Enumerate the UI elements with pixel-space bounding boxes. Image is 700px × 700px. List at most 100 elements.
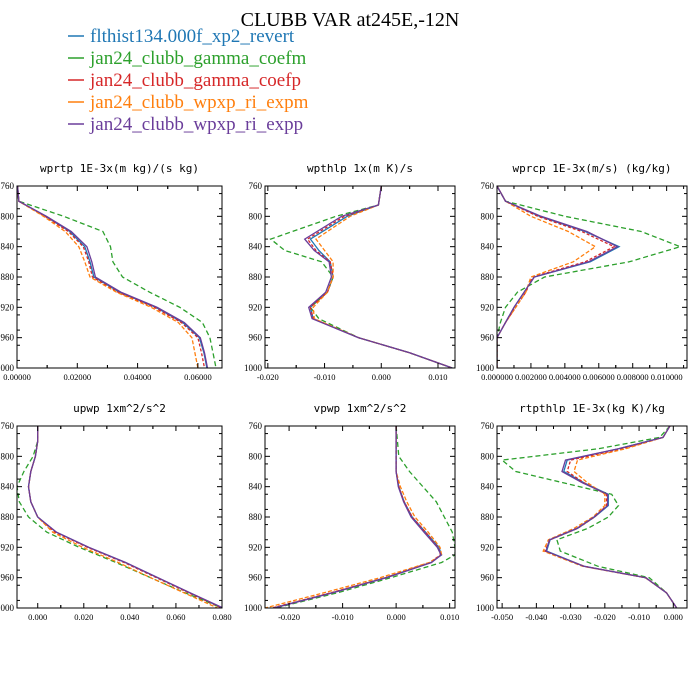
- x-tick-label: 0.000: [372, 372, 391, 382]
- plot-frame: [16, 185, 223, 369]
- y-tick-label: 800: [249, 211, 263, 221]
- x-tick-label: 0.06000: [184, 372, 212, 382]
- series-line-4: [265, 426, 443, 608]
- y-tick-label: 800: [481, 451, 495, 461]
- x-tick-label: 0.004000: [549, 372, 581, 382]
- series-line-1: [272, 426, 443, 608]
- x-tick-label: -0.020: [278, 612, 300, 622]
- x-tick-label: 0.000: [387, 612, 406, 622]
- series-line-3: [544, 426, 678, 608]
- series-line-5: [303, 186, 453, 368]
- series-line-1: [27, 426, 222, 608]
- plot-frame: [496, 185, 688, 369]
- x-tick-label: -0.010: [628, 612, 650, 622]
- panel-title: rtpthlp 1E-3x(kg K)/kg: [519, 402, 665, 415]
- legend: flthist134.000f_xp2_revertjan24_clubb_ga…: [68, 26, 309, 135]
- y-tick-label: 960: [1, 573, 15, 583]
- y-tick-label: 840: [249, 482, 263, 492]
- x-tick-label: 0.020: [74, 612, 93, 622]
- y-tick-label: 1000: [476, 363, 495, 373]
- y-tick-label: 960: [481, 573, 495, 583]
- x-tick-label: 0.04000: [124, 372, 152, 382]
- series-line-2: [275, 426, 455, 608]
- y-tick-label: 960: [1, 333, 15, 343]
- series-line-4: [312, 186, 453, 368]
- panel-title: wpthlp 1x(m K)/s: [307, 162, 413, 175]
- series-line-2: [17, 426, 222, 608]
- panel-6: rtpthlp 1E-3x(kg K)/kg 760 800 840 880 920 960…: [476, 402, 688, 622]
- series-line-3: [17, 186, 206, 368]
- y-tick-label: 760: [249, 181, 263, 191]
- x-tick-label: 0.008000: [617, 372, 649, 382]
- panel-4: upwp 1xm^2/s^2 760 800 840 880 920 960 1000 0.00…: [0, 402, 232, 622]
- plot-frame: [264, 185, 456, 369]
- y-tick-label: 920: [249, 542, 263, 552]
- panels: wprtp 1E-3x(m kg)/(s kg) 760 800 840 880 920 9…: [0, 162, 688, 622]
- x-tick-label: 0.060: [166, 612, 185, 622]
- y-tick-label: 880: [481, 272, 495, 282]
- panel-title: wprcp 1E-3x(m/s) (kg/kg): [513, 162, 672, 175]
- panel-3: wprcp 1E-3x(m/s) (kg/kg) 760 800 840 880 920 9…: [476, 162, 688, 382]
- panel-5: vpwp 1xm^2/s^2 760 800 840 880 920 960 1000 -0.0…: [244, 402, 459, 622]
- y-tick-label: 920: [1, 302, 15, 312]
- y-tick-label: 880: [1, 512, 15, 522]
- series-line-4: [17, 186, 199, 368]
- y-tick-label: 1000: [0, 363, 15, 373]
- series-line-4: [542, 426, 678, 608]
- x-tick-label: 0.000: [28, 612, 47, 622]
- y-tick-label: 1000: [0, 603, 15, 613]
- x-tick-label: 0.080: [212, 612, 231, 622]
- series-line-5: [545, 426, 678, 608]
- legend-label-1: flthist134.000f_xp2_revert: [90, 26, 295, 47]
- series-line-2: [497, 186, 683, 368]
- series-line-2: [17, 186, 217, 368]
- y-tick-label: 920: [481, 542, 495, 552]
- legend-label-4: jan24_clubb_wpxp_ri_expm: [89, 92, 309, 113]
- y-tick-label: 800: [481, 211, 495, 221]
- y-tick-label: 760: [1, 421, 15, 431]
- x-tick-label: 0.040: [120, 612, 139, 622]
- panel-title: wprtp 1E-3x(m kg)/(s kg): [40, 162, 199, 175]
- series-line-4: [497, 186, 597, 368]
- x-tick-label: -0.020: [594, 612, 616, 622]
- y-tick-label: 960: [249, 333, 263, 343]
- x-tick-label: -0.010: [332, 612, 354, 622]
- series-line-1: [17, 186, 208, 368]
- series-line-1: [497, 186, 621, 368]
- legend-label-2: jan24_clubb_gamma_coefm: [89, 48, 307, 69]
- x-tick-label: -0.010: [314, 372, 336, 382]
- x-tick-label: 0.010000: [651, 372, 683, 382]
- x-tick-label: -0.020: [257, 372, 279, 382]
- panel-title: upwp 1xm^2/s^2: [73, 402, 166, 415]
- y-tick-label: 840: [1, 242, 15, 252]
- x-tick-label: 0.010: [428, 372, 447, 382]
- x-tick-label: 0.02000: [63, 372, 91, 382]
- x-tick-label: 0.00000: [3, 372, 31, 382]
- y-tick-label: 960: [249, 573, 263, 583]
- series-line-5: [497, 186, 619, 368]
- plot-frame: [16, 425, 223, 609]
- y-tick-label: 760: [481, 181, 495, 191]
- y-tick-label: 760: [481, 421, 495, 431]
- y-tick-label: 1000: [476, 603, 495, 613]
- x-tick-label: -0.040: [525, 612, 547, 622]
- figure-title: CLUBB VAR at245E,-12N: [241, 9, 460, 31]
- series-line-5: [17, 186, 209, 368]
- x-tick-label: 0.000000: [481, 372, 513, 382]
- y-tick-label: 760: [1, 181, 15, 191]
- y-tick-label: 920: [249, 302, 263, 312]
- y-tick-label: 1000: [244, 363, 263, 373]
- series-line-3: [306, 186, 453, 368]
- y-tick-label: 840: [1, 482, 15, 492]
- series-line-4: [27, 426, 218, 608]
- series-line-5: [273, 426, 442, 608]
- x-tick-label: 0.000: [664, 612, 683, 622]
- panel-title: vpwp 1xm^2/s^2: [314, 402, 407, 415]
- series-line-3: [497, 186, 616, 368]
- y-tick-label: 840: [481, 482, 495, 492]
- x-tick-label: 0.006000: [583, 372, 615, 382]
- plot-frame: [264, 425, 456, 609]
- legend-label-5: jan24_clubb_wpxp_ri_expp: [89, 114, 303, 135]
- series-line-3: [271, 426, 442, 608]
